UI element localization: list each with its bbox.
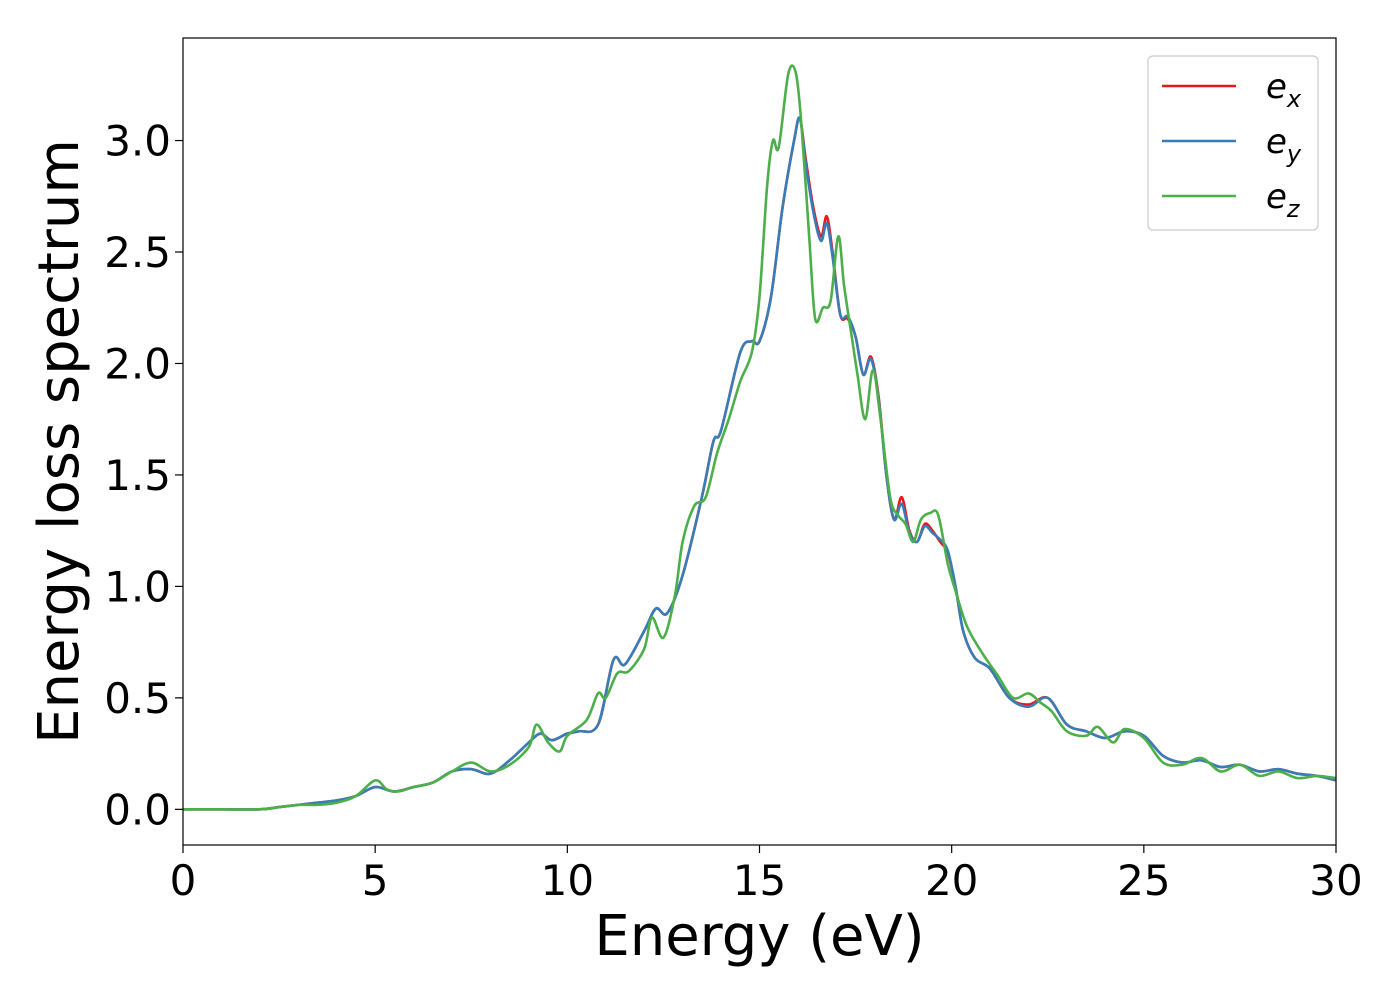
legend-box (1147, 55, 1319, 231)
x-tick-label: 0 (170, 856, 197, 905)
legend: ex ey ez (1147, 55, 1319, 231)
legend-label: ex (1266, 67, 1302, 113)
y-tick-label: 2.0 (104, 339, 171, 388)
legend-item-z: ez (1162, 177, 1301, 223)
series-line-y (183, 116, 1336, 811)
x-tick-label: 10 (541, 856, 594, 905)
x-axis-ticks: 0 5 10 15 20 25 30 (170, 845, 1363, 905)
y-tick-label: 2.5 (104, 228, 171, 277)
y-tick-label: 3.0 (104, 117, 171, 166)
y-tick-label: 0.5 (104, 674, 171, 723)
x-tick-label: 20 (925, 856, 978, 905)
y-axis-title: Energy loss spectrum (27, 139, 92, 744)
legend-item-x: ex (1162, 67, 1302, 113)
y-tick-label: 1.5 (104, 451, 171, 500)
legend-item-y: ey (1162, 122, 1302, 168)
series-layer (183, 64, 1336, 811)
legend-label: ey (1266, 122, 1302, 168)
x-tick-label: 25 (1117, 856, 1170, 905)
series-line-z (183, 64, 1336, 811)
y-tick-label: 0.0 (104, 785, 171, 834)
legend-items: ex ey ez (1162, 67, 1302, 223)
y-axis-ticks: 0.0 0.5 1.0 1.5 2.0 2.5 3.0 (104, 117, 183, 834)
x-axis-title: Energy (eV) (594, 904, 924, 969)
legend-label: ez (1266, 177, 1301, 223)
x-tick-label: 15 (733, 856, 786, 905)
x-tick-label: 30 (1309, 856, 1362, 905)
y-tick-label: 1.0 (104, 562, 171, 611)
x-tick-label: 5 (362, 856, 389, 905)
